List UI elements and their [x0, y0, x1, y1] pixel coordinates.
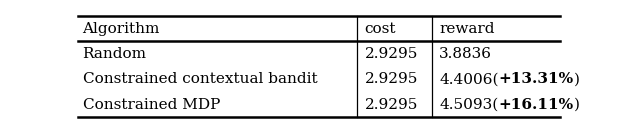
Text: 4.4006(: 4.4006(	[439, 72, 499, 86]
Text: ): )	[574, 72, 580, 86]
Text: Constrained MDP: Constrained MDP	[83, 98, 220, 112]
Text: reward: reward	[439, 22, 494, 36]
Text: Constrained contextual bandit: Constrained contextual bandit	[83, 72, 317, 86]
Text: 4.5093(: 4.5093(	[439, 98, 499, 112]
Text: Random: Random	[83, 47, 147, 61]
Text: 3.8836: 3.8836	[439, 47, 492, 61]
Text: 2.9295: 2.9295	[364, 47, 418, 61]
Text: cost: cost	[364, 22, 396, 36]
Text: Algorithm: Algorithm	[83, 22, 160, 36]
Text: +16.11%: +16.11%	[499, 98, 573, 112]
Text: 2.9295: 2.9295	[364, 72, 418, 86]
Text: +13.31%: +13.31%	[499, 72, 574, 86]
Text: 2.9295: 2.9295	[364, 98, 418, 112]
Text: ): )	[573, 98, 580, 112]
